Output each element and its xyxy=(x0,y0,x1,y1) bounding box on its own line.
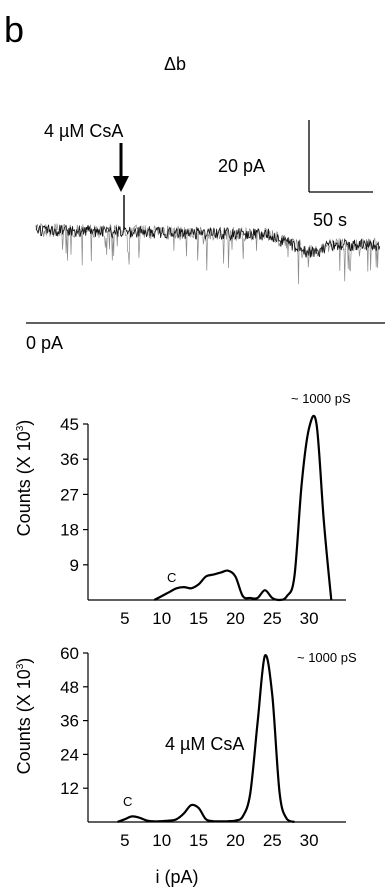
current-trace xyxy=(35,195,381,285)
trace-noise xyxy=(35,222,380,285)
x-tick-label: 10 xyxy=(152,831,171,850)
x-axis-label: i (pA) xyxy=(155,867,198,887)
arrow-down-icon xyxy=(113,143,129,192)
scale-time-label: 50 s xyxy=(313,210,347,230)
trace-line xyxy=(35,224,381,258)
y-axis-label: Counts (X 103) xyxy=(14,658,34,775)
peak-label: C xyxy=(167,570,176,585)
x-tick-label: 25 xyxy=(263,609,282,628)
scale-current-label: 20 pA xyxy=(218,156,265,176)
histogram-curve xyxy=(153,414,333,602)
y-tick-label: 60 xyxy=(60,644,79,663)
peak-label: C xyxy=(123,794,132,809)
conductance-annotation: ~ 1000 pS xyxy=(291,391,351,406)
histogram-curve xyxy=(117,654,295,824)
histogram-control: ~ 1000 pS Counts (X 103) 9 18 27 36 45 5 10 15 2… xyxy=(14,391,351,628)
x-tick-label: 5 xyxy=(120,609,129,628)
panel-letter: b xyxy=(4,9,24,50)
panel-title: Δb xyxy=(164,54,186,74)
y-tick-label: 48 xyxy=(60,678,79,697)
x-tick-label: 20 xyxy=(226,831,245,850)
y-tick-label: 45 xyxy=(60,415,79,434)
conductance-annotation: ~ 1000 pS xyxy=(297,650,357,665)
current-trace-section: 4 µM CsA 20 pA 50 s 0 pA xyxy=(26,120,385,353)
zero-current-label: 0 pA xyxy=(26,333,63,353)
y-tick-label: 24 xyxy=(60,745,79,764)
x-tick-label: 10 xyxy=(152,609,171,628)
scale-bar xyxy=(308,120,373,193)
y-tick-label: 36 xyxy=(60,712,79,731)
x-tick-label: 15 xyxy=(189,609,208,628)
x-tick-label: 20 xyxy=(226,609,245,628)
y-axis-label: Counts (X 103) xyxy=(14,420,34,537)
x-tick-label: 15 xyxy=(189,831,208,850)
y-tick-label: 18 xyxy=(60,521,79,540)
x-tick-label: 30 xyxy=(300,609,319,628)
y-tick-label: 9 xyxy=(70,556,79,575)
y-tick-label: 12 xyxy=(60,779,79,798)
arrow-label: 4 µM CsA xyxy=(44,121,123,141)
x-tick-label: 5 xyxy=(120,831,129,850)
y-tick-label: 27 xyxy=(60,485,79,504)
x-tick-label: 25 xyxy=(263,831,282,850)
y-tick-label: 36 xyxy=(60,450,79,469)
inset-label: 4 µM CsA xyxy=(165,734,244,754)
histogram-csa: ~ 1000 pS 4 µM CsA Counts (X 103) 12 24 36… xyxy=(14,644,357,887)
x-tick-label: 30 xyxy=(300,831,319,850)
